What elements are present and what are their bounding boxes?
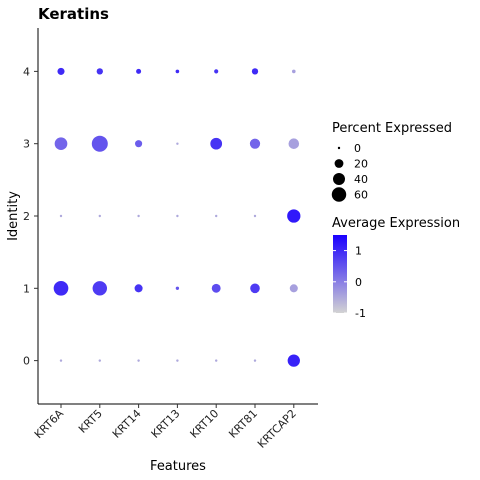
dots [53, 67, 301, 367]
dot-krt6a-3 [54, 137, 68, 151]
y-tick-label: 1 [23, 282, 30, 295]
x-tick-label: KRT14 [110, 407, 144, 441]
legend-size-label: 60 [354, 189, 368, 202]
chart-title: Keratins [38, 5, 109, 23]
dot-krt13-2 [176, 214, 179, 218]
dot-krt5-1 [92, 281, 108, 296]
dot-krtcap2-2 [287, 209, 301, 223]
dot-krtcap2-4 [291, 69, 296, 74]
y-tick-label: 0 [23, 355, 30, 368]
legend-size-dot [333, 173, 345, 185]
x-tick-label: KRT6A [32, 407, 66, 441]
dot-krt14-0 [137, 359, 140, 362]
dot-krt6a-1 [53, 280, 69, 296]
dot-krt13-3 [176, 142, 179, 145]
y-tick-label: 2 [23, 210, 30, 223]
dot-krt10-2 [215, 214, 218, 218]
y-tick-label: 4 [23, 65, 30, 78]
dot-krt81-3 [249, 138, 261, 149]
dot-krt5-2 [98, 214, 102, 218]
legend-average-expression: Average Expression 1 0 -1 [332, 216, 460, 320]
dot-krtcap2-3 [288, 138, 300, 149]
dot-krt10-0 [215, 359, 218, 362]
legend-percent-expressed: Percent Expressed 0 20 40 60 [331, 121, 452, 202]
legend-color-title: Average Expression [332, 216, 460, 231]
legend-size-label: 0 [354, 142, 361, 155]
dot-krt10-3 [210, 137, 223, 150]
dot-krt13-1 [175, 286, 180, 290]
dot-krt13-4 [175, 69, 180, 74]
color-bar [333, 235, 347, 313]
dot-krt13-0 [176, 359, 179, 362]
dot-krt14-1 [134, 284, 143, 293]
dot-krt14-3 [135, 140, 143, 148]
dot-krt81-2 [253, 214, 257, 218]
dot-krt10-4 [214, 69, 219, 74]
dot-krtcap2-0 [287, 354, 300, 367]
y-ticks: 0 1 2 3 4 [23, 65, 38, 368]
x-tick-label: KRT10 [188, 407, 222, 441]
dot-krt5-3 [91, 135, 108, 152]
dot-krtcap2-1 [289, 284, 298, 293]
legend-size-label: 40 [354, 173, 368, 186]
color-tick-label: -1 [355, 307, 366, 320]
dot-krt10-1 [211, 283, 221, 293]
x-tick-label: KRT81 [226, 407, 260, 441]
dot-krt5-4 [96, 68, 103, 75]
legend-size-dot [334, 159, 344, 168]
dot-krt6a-4 [57, 67, 65, 75]
dot-krt14-4 [136, 68, 142, 74]
legend-size-dot [331, 187, 347, 202]
x-tick-label: KRTCAP2 [255, 407, 299, 451]
dot-krt6a-2 [59, 214, 63, 218]
x-tick-label: KRT13 [149, 407, 183, 441]
dot-krt5-0 [98, 359, 102, 362]
x-axis-title: Features [150, 459, 206, 474]
dot-krt81-0 [253, 359, 257, 362]
dot-krt6a-0 [59, 359, 63, 362]
dot-krt81-4 [251, 68, 259, 75]
legend-size-title: Percent Expressed [332, 121, 452, 136]
legend-size-dot [337, 146, 341, 150]
color-tick-label: 1 [355, 245, 362, 258]
y-tick-label: 3 [23, 138, 30, 151]
dot-krt14-2 [137, 214, 140, 218]
legend-size-label: 20 [354, 158, 368, 171]
color-tick-label: 0 [355, 276, 362, 289]
x-tick-label: KRT5 [76, 407, 105, 436]
y-axis-title: Identity [6, 191, 21, 241]
dot-krt81-1 [250, 283, 260, 294]
